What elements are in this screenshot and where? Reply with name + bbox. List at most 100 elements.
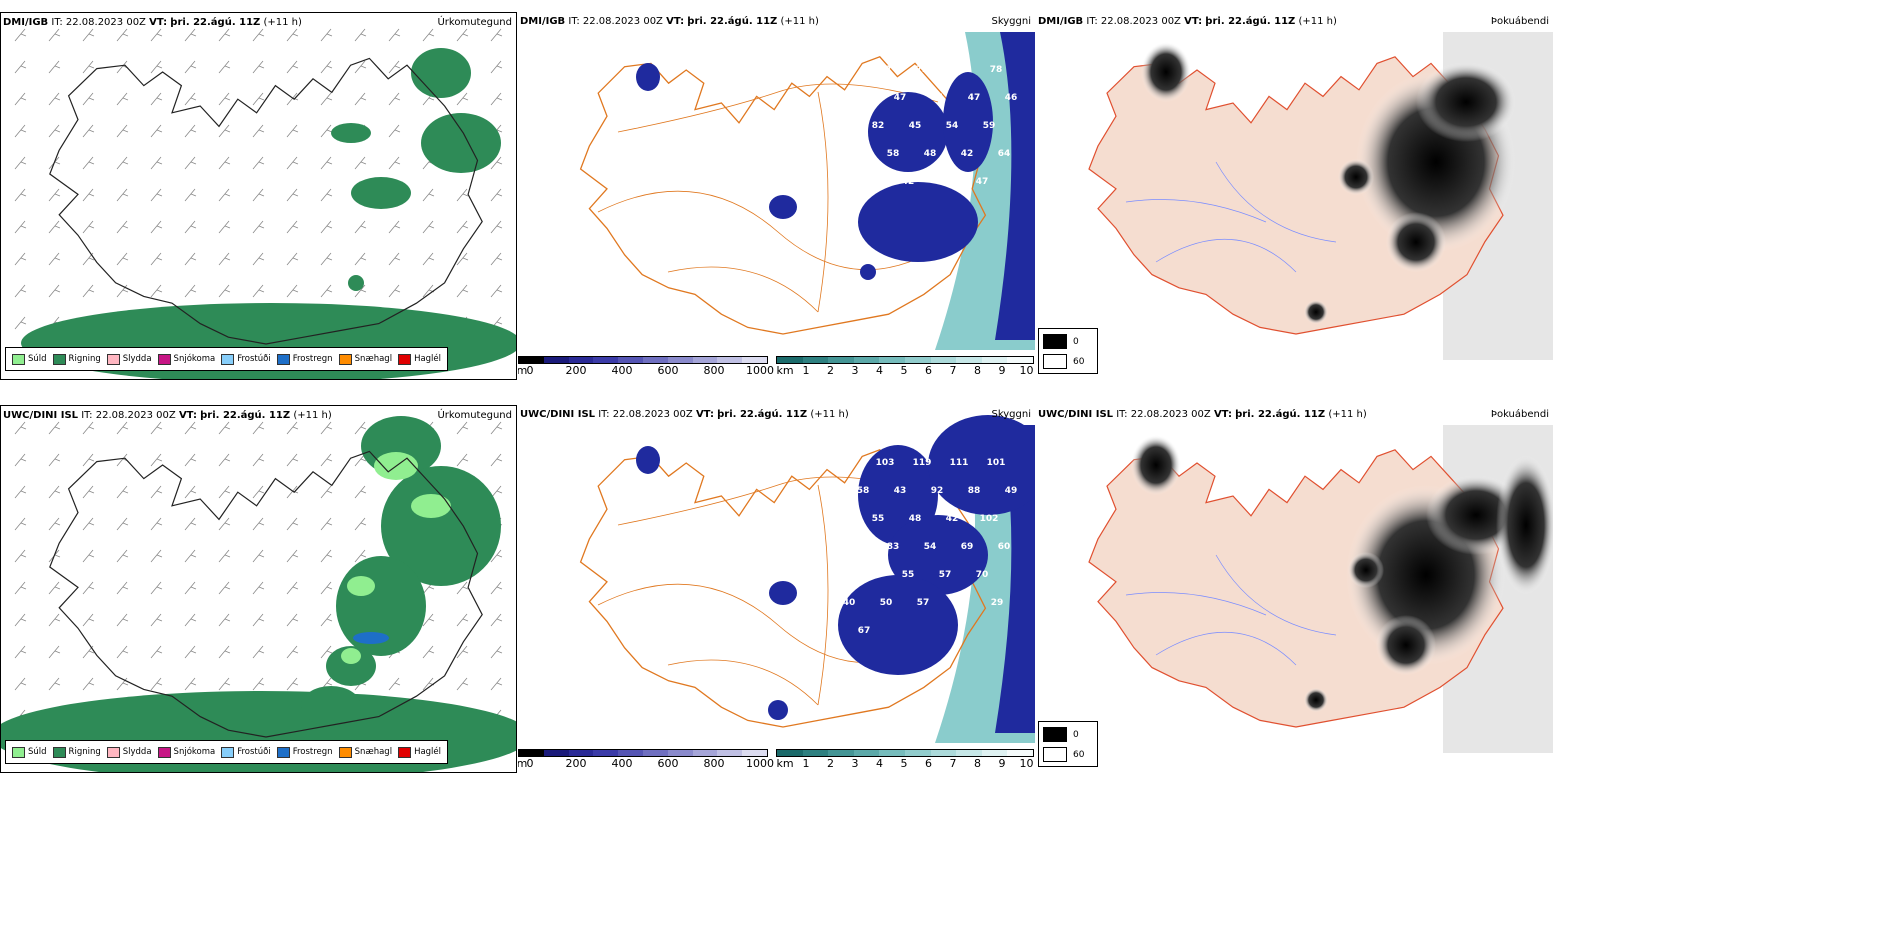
wind-barb: [150, 645, 163, 659]
wind-barb: [14, 316, 27, 330]
panel-title: Skyggni: [991, 409, 1031, 420]
scale-step: [981, 357, 1008, 363]
visibility-tick: 10: [1019, 364, 1034, 377]
legend-swatch: [157, 353, 171, 365]
wind-barb: [388, 220, 401, 234]
wind-barb: [14, 613, 27, 627]
road-network: [597, 83, 949, 313]
scale-step: [904, 357, 931, 363]
river: [1155, 631, 1297, 666]
low-cloud-area: [943, 72, 993, 172]
cloud-base-label: 69: [961, 542, 974, 552]
height-unit: m: [518, 757, 528, 770]
height-scale-ticks: m 0 200 400 600 800 1000: [518, 364, 774, 378]
legend-label: Slydda: [122, 354, 152, 364]
wind-barb: [82, 613, 95, 627]
cloud-base-label: 64: [998, 149, 1011, 159]
scale-step: [930, 357, 957, 363]
cloud-base-label: 83: [887, 542, 900, 552]
wind-barb: [150, 453, 163, 467]
wind-barb: [388, 60, 401, 74]
visibility-tick: 7: [949, 364, 957, 377]
cloud-base-label: 111: [950, 458, 969, 468]
wind-barb: [82, 220, 95, 234]
wind-barb: [456, 188, 469, 202]
cloud-base-label: 59: [983, 121, 996, 131]
cloud-base-label: 48: [939, 177, 952, 187]
valid-time: þri. 22.ágú. 11Z: [687, 16, 778, 27]
scale-step: [667, 750, 693, 756]
legend-swatch: [398, 353, 412, 365]
wind-barb: [184, 677, 197, 691]
wind-barb: [116, 188, 129, 202]
wind-barb: [286, 60, 299, 74]
legend-label: Snjókoma: [173, 747, 216, 757]
wind-barb: [48, 28, 61, 42]
legend-label: Snæhagl: [354, 354, 393, 364]
low-cloud-area: [769, 195, 797, 219]
legend-label: Súld: [28, 354, 47, 364]
wind-barb: [82, 28, 95, 42]
wind-barb: [456, 645, 469, 659]
height-scale-bar: [518, 749, 768, 757]
visibility-tick: 6: [925, 757, 932, 770]
legend-item: Frostúði: [221, 353, 271, 365]
legend-item: Frostúði: [221, 746, 271, 758]
visibility-tick: 2: [827, 757, 834, 770]
wind-barb: [184, 284, 197, 298]
wind-barb: [286, 613, 299, 627]
wind-barb: [116, 581, 129, 595]
scale-step: [742, 357, 767, 363]
road: [617, 83, 939, 133]
height-scale: m 0 200 400 600 800 1000: [518, 749, 774, 771]
cloud-base-label: 40: [843, 598, 856, 608]
fog-areas: [1131, 435, 1553, 712]
wind-barb: [48, 645, 61, 659]
fog-legend-swatch: [1043, 747, 1067, 762]
wind-barb: [82, 453, 95, 467]
legend-label: Súld: [28, 747, 47, 757]
cloud-base-labels: 68 72 72 58 78 59 47 74 47 46 82 45 54 59 52 58 48 42 64 42…: [840, 65, 1018, 215]
wind-barb: [82, 517, 95, 531]
wind-barb: [320, 252, 333, 266]
panel-title: Úrkomutegund: [437, 17, 512, 28]
wind-barb: [218, 28, 231, 42]
freezing-rain-area: [353, 632, 389, 644]
precip-map: [14, 28, 516, 379]
wind-barb: [252, 124, 265, 138]
wind-barb: [286, 252, 299, 266]
wind-barb: [490, 645, 503, 659]
cloud-base-label: 57: [939, 570, 952, 580]
wind-barb: [184, 453, 197, 467]
scale-step: [802, 357, 829, 363]
height-scale-ticks: m 0 200 400 600 800 1000: [518, 757, 774, 771]
wind-barb: [14, 284, 27, 298]
wind-barb: [150, 252, 163, 266]
wind-barb: [490, 453, 503, 467]
fog-map: [1088, 32, 1553, 360]
scale-step: [777, 750, 803, 756]
panel-header: DMI/IGB IT: 22.08.2023 00Z VT: þri. 22.á…: [520, 16, 819, 27]
cloud-base-label: 52: [850, 149, 863, 159]
wind-barb: [184, 581, 197, 595]
precip-type-legend: Súld Rigning Slydda Snjókoma Frostúði Frostre…: [5, 347, 449, 371]
legend-label: Haglél: [414, 354, 442, 364]
cloud-base-label: 52: [954, 598, 967, 608]
rain-area: [326, 646, 376, 686]
wind-barb: [184, 124, 197, 138]
scale-step: [1007, 750, 1033, 756]
wind-barb: [116, 284, 129, 298]
visibility-unit: km: [776, 757, 794, 770]
wind-barb: [116, 677, 129, 691]
lead-time: (+11 h): [1328, 409, 1367, 420]
legend-swatch: [157, 746, 171, 758]
cloud-base-label: 57: [917, 598, 930, 608]
drizzle-area: [411, 494, 451, 518]
coastline: [49, 450, 483, 738]
wind-barb: [388, 252, 401, 266]
wind-barb: [252, 613, 265, 627]
cloud-base-label: 55: [902, 570, 915, 580]
wind-barb: [82, 485, 95, 499]
wind-barb: [456, 28, 469, 42]
wind-barb: [422, 252, 435, 266]
